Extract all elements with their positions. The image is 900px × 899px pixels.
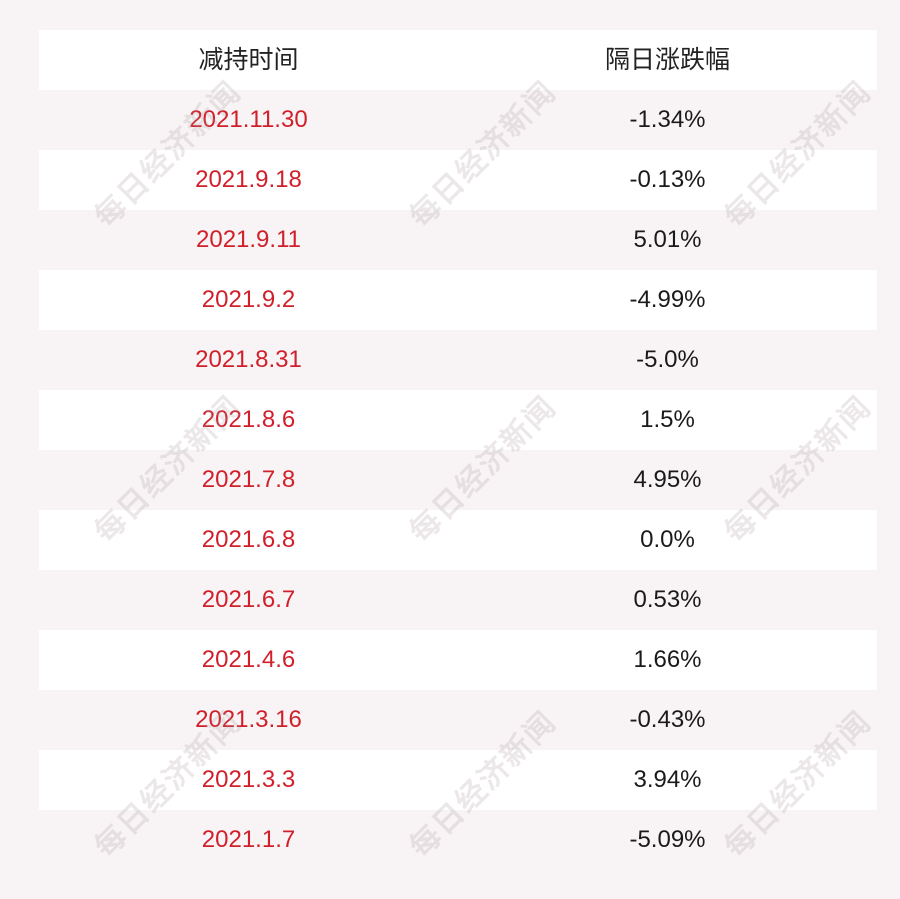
date-cell: 2021.6.7: [201, 586, 296, 613]
change-cell: -0.43%: [629, 706, 706, 733]
table-row: 2021.4.6 1.66%: [39, 630, 877, 690]
date-cell: 2021.3.16: [195, 706, 302, 733]
date-cell: 2021.9.18: [195, 166, 302, 193]
table-row: 2021.3.3 3.94%: [39, 750, 877, 810]
change-cell: -0.13%: [629, 166, 706, 193]
date-cell: 2021.11.30: [189, 106, 308, 133]
table-row: 2021.9.18 -0.13%: [39, 150, 877, 210]
table-row: 2021.9.11 5.01%: [39, 210, 877, 270]
change-cell: 0.53%: [633, 586, 702, 613]
table-row: 2021.6.8 0.0%: [39, 510, 877, 570]
change-cell: 5.01%: [633, 226, 702, 253]
table-row: 2021.8.31 -5.0%: [39, 330, 877, 390]
change-cell: -5.09%: [629, 826, 706, 853]
table-row: 2021.11.30 -1.34%: [39, 90, 877, 150]
date-cell: 2021.4.6: [201, 646, 296, 673]
table-row: 2021.7.8 4.95%: [39, 450, 877, 510]
table-row: 2021.3.16 -0.43%: [39, 690, 877, 750]
table-body: 2021.11.30 -1.34% 2021.9.18 -0.13% 2021.9.11…: [39, 90, 877, 870]
table-row: 2021.6.7 0.53%: [39, 570, 877, 630]
change-cell: 1.66%: [633, 646, 702, 673]
date-cell: 2021.9.11: [196, 226, 301, 253]
change-cell: -1.34%: [629, 106, 706, 133]
table-header: 减持时间 隔日涨跌幅: [39, 30, 877, 90]
date-cell: 2021.7.8: [201, 466, 296, 493]
header-change: 隔日涨跌幅: [604, 46, 730, 74]
change-cell: 3.94%: [633, 766, 702, 793]
date-cell: 2021.6.8: [201, 526, 296, 553]
change-cell: 4.95%: [633, 466, 702, 493]
table-row: 2021.9.2 -4.99%: [39, 270, 877, 330]
date-cell: 2021.9.2: [201, 286, 296, 313]
change-cell: -5.0%: [636, 346, 699, 373]
table-row: 2021.1.7 -5.09%: [39, 810, 877, 870]
date-cell: 2021.8.31: [195, 346, 302, 373]
date-cell: 2021.1.7: [201, 826, 296, 853]
date-cell: 2021.3.3: [201, 766, 296, 793]
change-cell: -4.99%: [629, 286, 706, 313]
header-date: 减持时间: [198, 46, 299, 74]
change-cell: 0.0%: [640, 526, 695, 553]
date-cell: 2021.8.6: [201, 406, 296, 433]
change-cell: 1.5%: [640, 406, 695, 433]
data-table: 减持时间 隔日涨跌幅 2021.11.30 -1.34% 2021.9.18 -0.1…: [39, 30, 877, 870]
table-row: 2021.8.6 1.5%: [39, 390, 877, 450]
